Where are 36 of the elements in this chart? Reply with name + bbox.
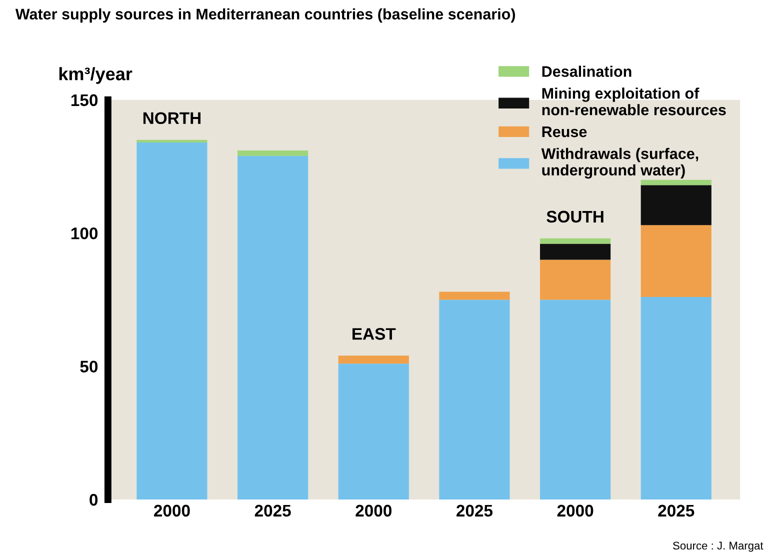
bar (540, 238, 611, 244)
x-tick-label: 2000 (154, 504, 190, 517)
bar (540, 260, 611, 300)
legend-label: Desalination (542, 66, 632, 77)
legend-label: Withdrawals (surface, underground water) (541, 148, 698, 179)
x-tick-label: 2000 (356, 504, 392, 517)
x-tick-label: 2025 (658, 504, 694, 517)
bar (338, 356, 409, 364)
bar (640, 297, 712, 500)
y-axis-title: km³/year (59, 67, 132, 84)
bar (338, 364, 409, 500)
bar (238, 156, 308, 500)
x-tick-label: 2000 (557, 504, 594, 517)
y-tick-label: 0 (90, 494, 98, 506)
bar (439, 300, 510, 500)
bar (640, 225, 712, 298)
x-tick-label: 2025 (456, 504, 493, 517)
y-tick-label: 100 (71, 228, 98, 240)
annotation: SOUTH (546, 210, 604, 223)
bar (540, 300, 611, 500)
y-tick-label: 150 (71, 94, 98, 106)
bar (136, 142, 208, 500)
bar (136, 140, 208, 143)
bar (640, 185, 712, 226)
annotation: NORTH (143, 112, 200, 124)
source-note: Source : J. Margat (673, 542, 764, 552)
y-tick-label: 50 (80, 360, 98, 373)
legend-label: Reuse (542, 126, 587, 138)
x-tick-label: 2025 (254, 504, 291, 517)
bar (640, 180, 712, 186)
annotation: EAST (352, 328, 396, 340)
legend-label: Mining exploitation of non-renewable resources (542, 88, 726, 116)
chart-title: Water supply sources in Mediterranean countries (baseline scenario) (15, 8, 516, 23)
bar (540, 244, 611, 260)
bar (439, 292, 510, 300)
bar (238, 150, 308, 156)
